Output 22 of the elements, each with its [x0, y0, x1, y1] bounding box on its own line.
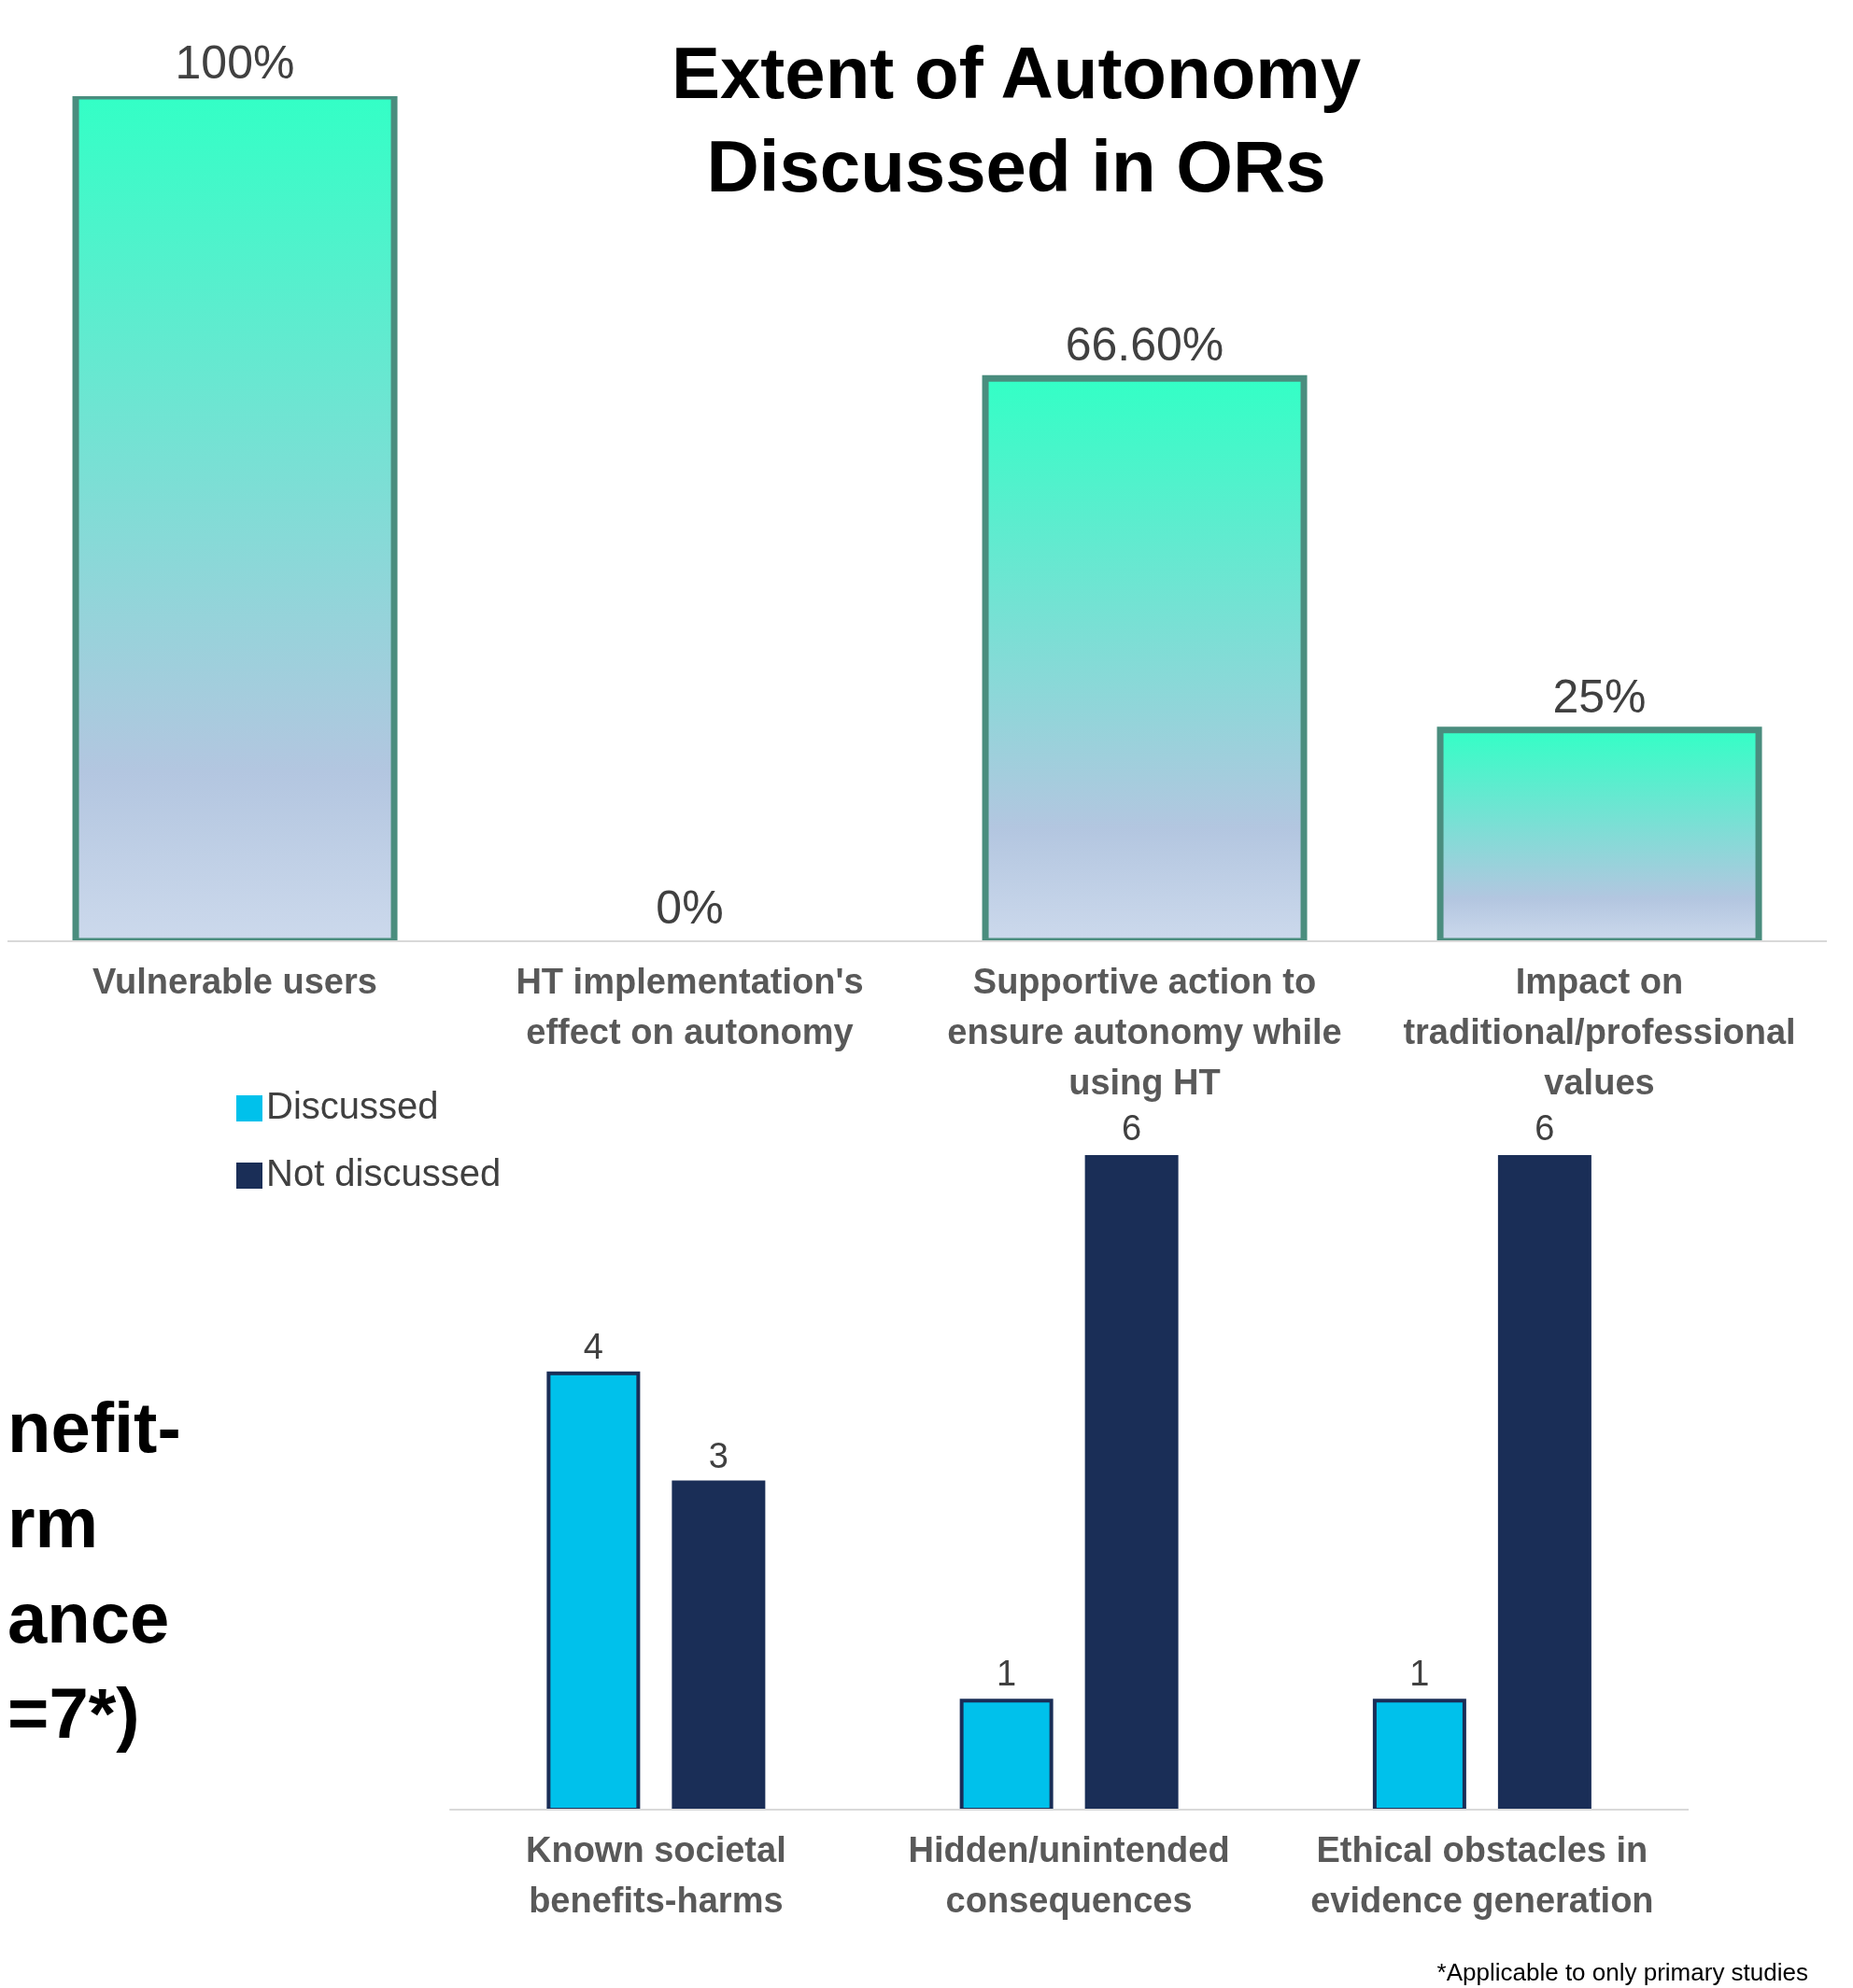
legend-label: Not discussed — [266, 1152, 502, 1193]
x-tick-label: Hidden/unintended consequences — [908, 1830, 1230, 1920]
x-tick-label: Impact on traditional/professional values — [1403, 962, 1796, 1102]
x-tick-label: HT implementation's effect on autonomy — [516, 962, 864, 1051]
x-tick-label: Supportive action to ensure autonomy while using HT — [947, 962, 1342, 1102]
legend-label: Discussed — [266, 1085, 439, 1126]
chart-title: Extent of Autonomy Discussed in ORs — [670, 31, 1363, 209]
data-label: 6 — [1122, 1108, 1142, 1148]
data-label: 100% — [175, 36, 295, 89]
data-label: 3 — [708, 1435, 728, 1475]
data-label: 0% — [656, 881, 724, 934]
x-tick-label: Ethical obstacles in evidence generation — [1310, 1830, 1654, 1920]
x-tick-label: Vulnerable users — [92, 962, 377, 1001]
data-label: 66.60% — [1065, 318, 1224, 372]
data-label: 6 — [1535, 1108, 1555, 1148]
data-label: 25% — [1552, 670, 1647, 723]
text: *Applicable to only primary studies — [1436, 1958, 1808, 1987]
data-label: 1 — [1409, 1654, 1430, 1694]
x-tick-label: Known societal benefits-harms — [526, 1830, 786, 1920]
data-label: 1 — [997, 1654, 1017, 1694]
text: nefit- rm ance =7*) — [7, 1387, 182, 1755]
data-label: 4 — [583, 1326, 603, 1366]
